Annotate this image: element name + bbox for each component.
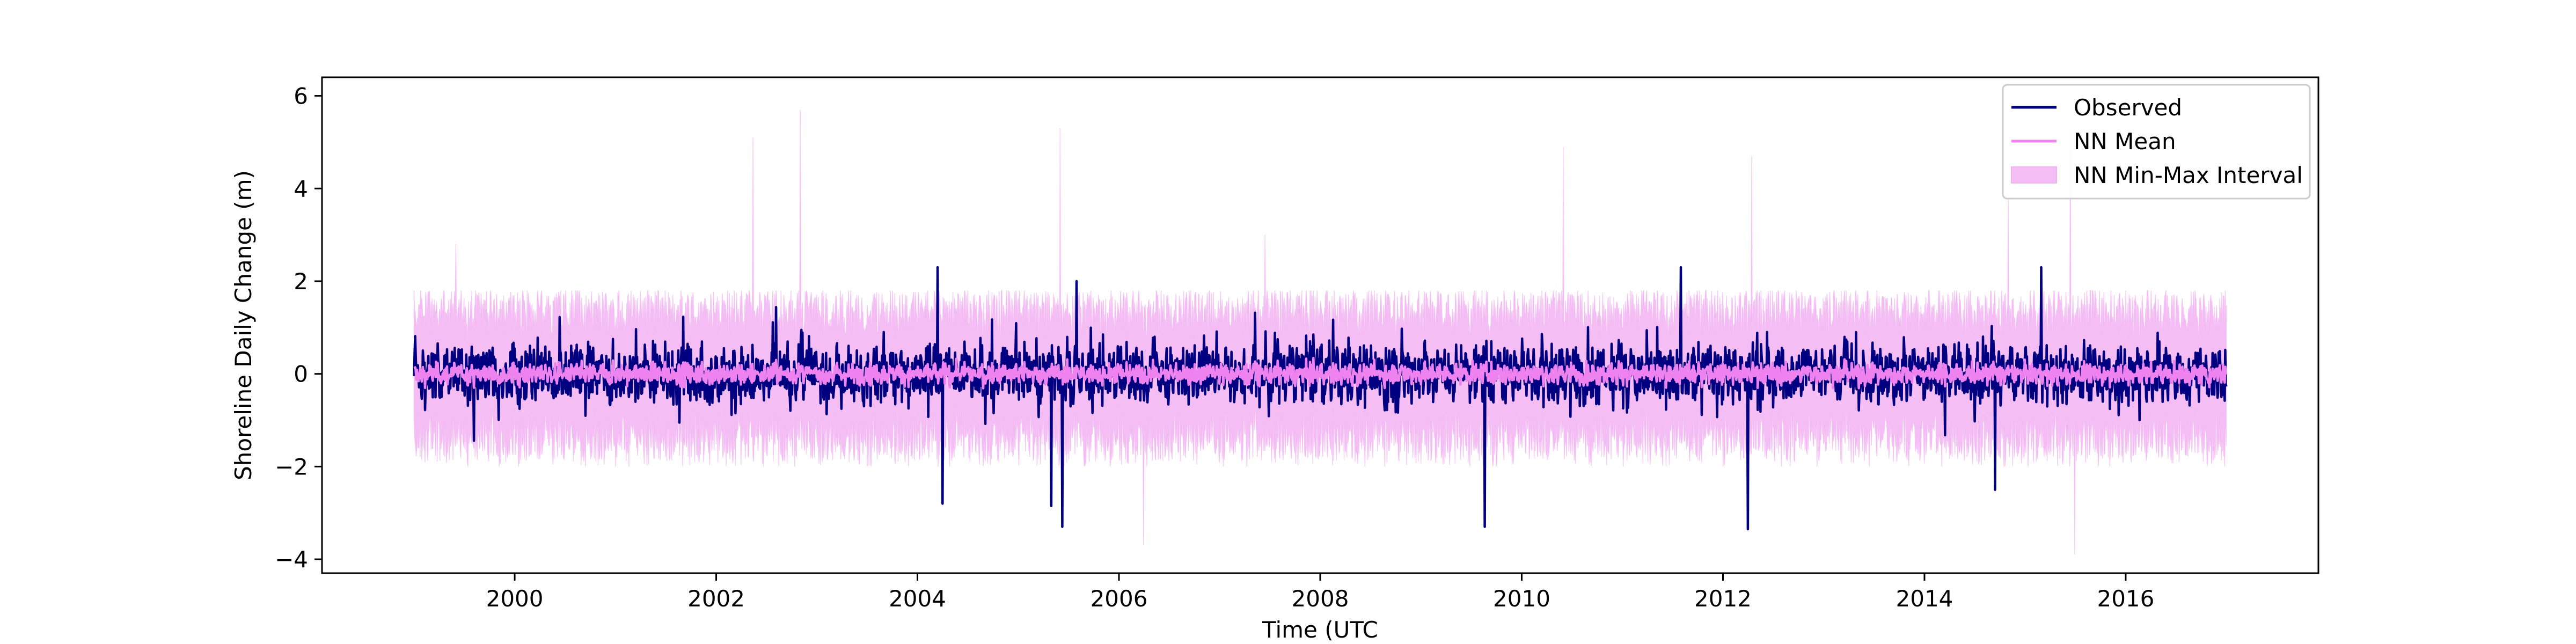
x-tick-label: 2016 <box>2097 586 2154 612</box>
x-tick-label: 2012 <box>1694 586 1752 612</box>
x-axis: 2000 2002 2004 2006 2008 2010 2012 2014 2016 <box>486 573 2154 612</box>
series-line-nn-mean <box>413 356 2228 390</box>
y-tick-label: −2 <box>275 453 308 480</box>
legend-swatch <box>2011 166 2057 184</box>
legend-label: NN Mean <box>2074 128 2176 155</box>
y-axis-label: Shoreline Daily Change (m) <box>230 170 257 480</box>
x-axis-label: Time (UTC <box>1262 617 1378 643</box>
legend-label: Observed <box>2074 94 2182 121</box>
series-line-observed <box>413 266 2228 531</box>
y-axis: −4 −2 0 2 4 6 <box>275 83 322 573</box>
series-layer <box>413 109 2228 555</box>
x-tick-label: 2004 <box>889 586 946 612</box>
x-tick-label: 2000 <box>486 586 544 612</box>
y-tick-label: −4 <box>275 546 308 573</box>
legend-box <box>2002 84 2311 200</box>
x-tick-label: 2002 <box>687 586 745 612</box>
legend: Observed NN Mean NN Min-Max Interval <box>2002 84 2311 200</box>
series-band-nn-min-max-interval <box>413 109 2227 555</box>
legend-label: NN Min-Max Interval <box>2074 162 2303 188</box>
x-tick-label: 2006 <box>1091 586 1148 612</box>
x-tick-label: 2014 <box>1896 586 1953 612</box>
x-tick-label: 2010 <box>1493 586 1550 612</box>
y-tick-label: 4 <box>294 175 308 202</box>
y-tick-label: 6 <box>294 83 308 109</box>
x-tick-label: 2008 <box>1292 586 1349 612</box>
y-tick-label: 0 <box>294 361 308 387</box>
y-tick-label: 2 <box>294 268 308 295</box>
